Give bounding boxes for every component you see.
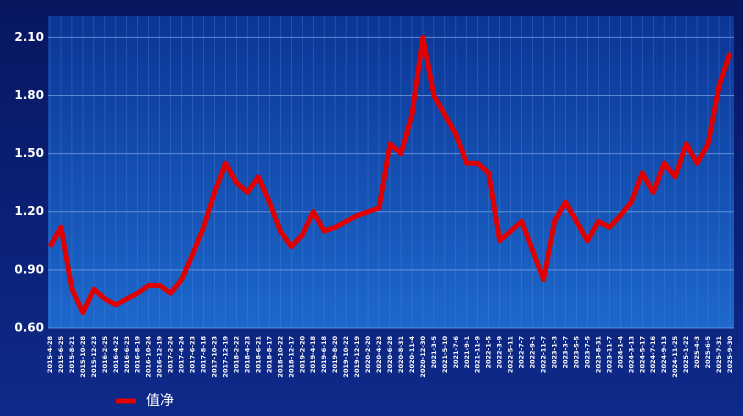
x-tick-label: 2019-6-18 — [320, 336, 328, 374]
x-tick-label: 2024-11-25 — [671, 336, 679, 378]
x-tick-label: 2019-10-22 — [342, 336, 350, 378]
x-tick-label: 2022-3-9 — [496, 336, 504, 369]
x-tick-label: 2023-11-7 — [605, 336, 613, 373]
x-tick-label: 2022-7-7 — [518, 336, 526, 369]
x-tick-label: 2023-3-7 — [561, 336, 569, 369]
x-tick-label: 2017-2-24 — [167, 336, 175, 374]
x-tick-label: 2024-1-4 — [616, 336, 624, 369]
x-tick-label: 2016-8-19 — [134, 336, 142, 374]
x-tick-label: 2018-6-21 — [254, 336, 262, 374]
x-tick-label: 2023-1-3 — [551, 336, 559, 369]
x-tick-label: 2016-6-23 — [123, 336, 131, 373]
x-tick-label: 2015-6-25 — [57, 336, 65, 374]
x-tick-label: 2017-6-23 — [189, 336, 197, 373]
x-tick-label: 2022-1-5 — [485, 336, 493, 369]
x-tick-label: 2021-11-9 — [474, 336, 482, 374]
legend-label: 值净 — [146, 393, 174, 409]
x-tick-label: 2024-9-13 — [660, 336, 668, 373]
x-tick-label: 2021-9-1 — [463, 336, 471, 369]
x-tick-label: 2022-9-1 — [529, 336, 537, 369]
x-tick-label: 2025-7-31 — [715, 336, 723, 374]
x-tick-label: 2017-4-24 — [178, 336, 186, 374]
x-tick-label: 2020-11-4 — [408, 336, 416, 374]
x-tick-label: 2020-6-28 — [386, 336, 394, 374]
x-tick-label: 2018-8-17 — [265, 336, 273, 373]
x-tick-label: 2018-4-23 — [243, 336, 251, 373]
x-tick-label: 2018-12-17 — [287, 336, 295, 378]
y-tick-label: 0.60 — [14, 321, 44, 335]
x-tick-label: 2025-4-3 — [693, 336, 701, 369]
x-tick-label: 2022-5-11 — [507, 336, 515, 374]
x-tick-label: 2016-2-25 — [101, 336, 109, 374]
x-tick-label: 2016-10-24 — [145, 336, 153, 378]
x-tick-label: 2015-4-28 — [46, 336, 54, 374]
x-tick-label: 2021-5-10 — [441, 336, 449, 374]
x-tick-label: 2015-8-21 — [68, 336, 76, 374]
x-tick-label: 2023-7-5 — [583, 336, 591, 369]
x-tick-label: 2022-11-7 — [540, 336, 548, 373]
x-tick-label: 2020-4-23 — [375, 336, 383, 373]
x-tick-label: 2024-5-17 — [638, 336, 646, 373]
x-tick-label: 2019-8-20 — [331, 336, 339, 374]
x-tick-label: 2020-12-30 — [419, 336, 427, 378]
x-tick-label: 2018-2-22 — [232, 336, 240, 373]
x-tick-label: 2015-12-23 — [90, 336, 98, 378]
x-tick-label: 2023-8-31 — [594, 336, 602, 374]
x-tick-label: 2019-12-19 — [353, 336, 361, 378]
x-tick-label: 2016-12-19 — [156, 336, 164, 378]
x-tick-label: 2021-7-6 — [452, 336, 460, 369]
x-tick-label: 2020-8-31 — [397, 336, 405, 374]
x-tick-label: 2017-10-23 — [211, 336, 219, 378]
data-line — [47, 34, 733, 315]
y-tick-label: 1.20 — [14, 204, 44, 218]
x-tick-label: 2020-2-20 — [364, 336, 372, 374]
x-tick-label: 2025-1-22 — [682, 336, 690, 373]
y-tick-label: 0.90 — [14, 262, 44, 276]
x-tick-label: 2025-9-30 — [726, 336, 734, 374]
y-tick-label: 1.50 — [14, 146, 44, 160]
x-tick-label: 2023-5-5 — [572, 336, 580, 369]
plot-area — [48, 16, 734, 328]
x-tick-label: 2019-2-20 — [298, 336, 306, 374]
y-tick-label: 2.10 — [14, 30, 44, 44]
x-tick-label: 2017-12-19 — [221, 336, 229, 378]
x-tick-label: 2019-4-18 — [309, 336, 317, 374]
x-tick-label: 2024-7-16 — [649, 336, 657, 374]
y-tick-label: 1.80 — [14, 88, 44, 102]
x-tick-label: 2025-6-5 — [704, 336, 712, 369]
x-tick-label: 2015-10-28 — [79, 336, 87, 378]
x-tick-label: 2018-10-22 — [276, 336, 284, 378]
x-tick-label: 2024-3-13 — [627, 336, 635, 373]
x-tick-label: 2021-3-5 — [430, 336, 438, 369]
x-tick-label: 2017-8-18 — [200, 336, 208, 374]
x-tick-label: 2016-4-22 — [112, 336, 120, 373]
